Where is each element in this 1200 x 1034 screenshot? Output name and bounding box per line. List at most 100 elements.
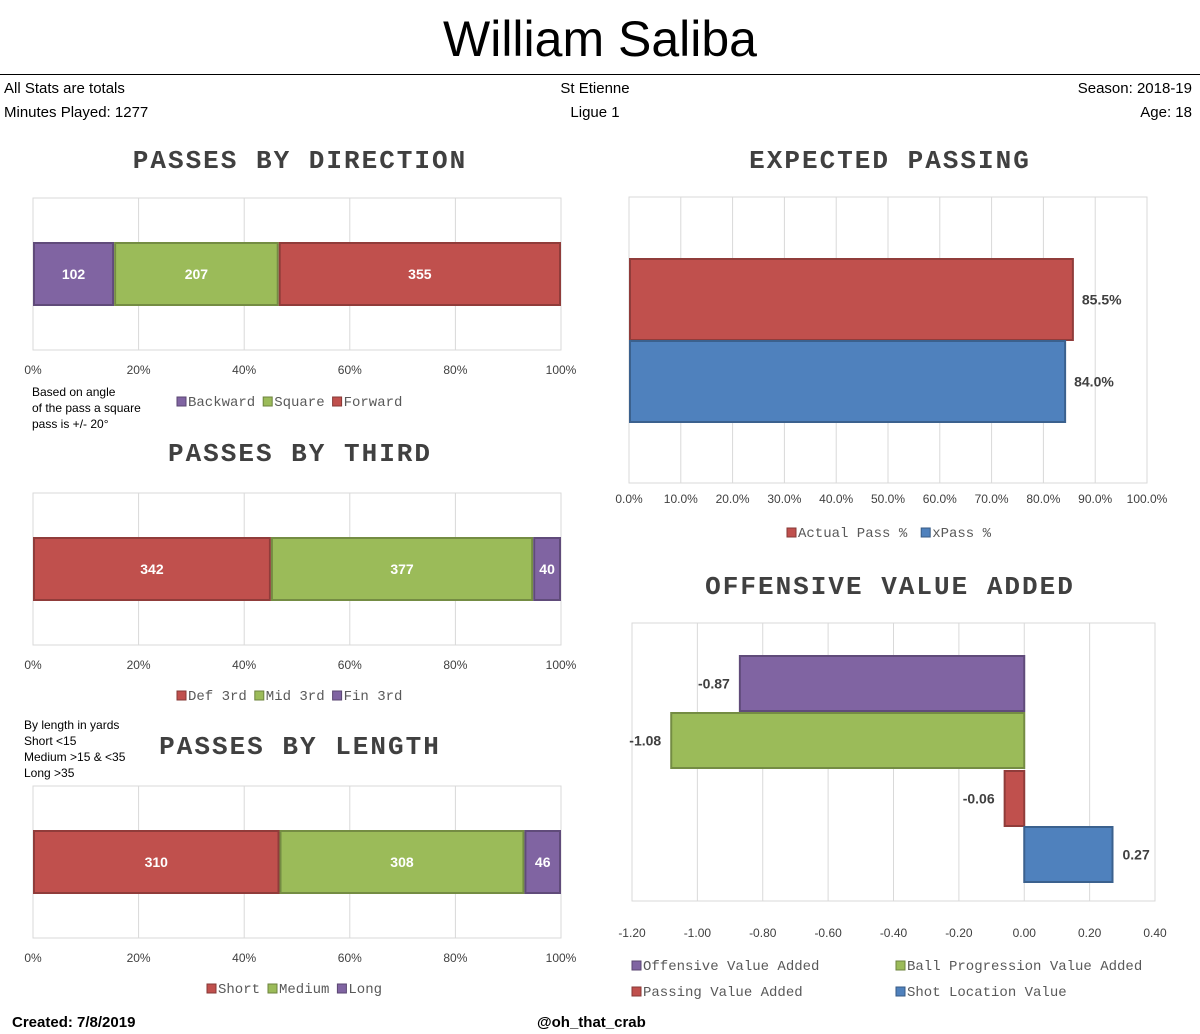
legend-label: Medium [279,982,329,998]
data-label: 310 [145,854,169,870]
bar-long [524,830,562,894]
author-handle: @oh_that_crab [537,1014,646,1031]
data-label: 85.5% [1082,292,1122,308]
length-chart-title: PASSES BY LENGTH [159,732,441,762]
direction-chart-title: PASSES BY DIRECTION [132,146,468,176]
legend-swatch [631,960,642,971]
tick-label: -1.20 [618,926,646,940]
created-date: Created: 7/8/2019 [12,1014,136,1031]
direction-note-line: pass is +/- 20° [32,417,109,431]
legend-swatch [920,527,931,538]
ova-chart-title: OFFENSIVE VALUE ADDED [705,572,1075,602]
direction-note: Based on angle of the pass a square pass… [32,384,141,432]
data-label: 46 [535,854,551,870]
tick-label: 60.0% [923,492,957,506]
legend-label: Actual Pass % [798,526,908,542]
legend-swatch [176,690,187,701]
legend-label: Def 3rd [188,689,247,705]
legend-swatch [332,396,343,407]
tick-label: 40% [232,951,256,965]
tick-label: -0.20 [945,926,973,940]
data-label: 377 [390,561,414,577]
ova-chart: -1.20 -1.00 -0.80 -0.60 -0.40 -0.20 0.00 0.20 0.… [618,622,1167,1001]
minutes-played: Minutes Played: 1277 [4,104,149,121]
legend-label: Forward [344,395,403,411]
bar-square [114,242,279,306]
team-name: St Etienne [560,80,630,97]
legend-label: Fin 3rd [344,689,403,705]
bar-forward [278,242,561,306]
length-note-line: Medium >15 & <35 [24,750,126,764]
tick-label: -1.00 [684,926,712,940]
bar-passing-value-added [1003,770,1026,827]
tick-label: 80.0% [1026,492,1060,506]
tick-label: 60% [338,658,362,672]
tick-label: 0.0% [615,492,643,506]
legend-label: Passing Value Added [643,985,803,1001]
tick-label: 40% [232,658,256,672]
expected-chart-title: EXPECTED PASSING [749,146,1031,176]
header-divider [0,74,1200,75]
data-label: -0.06 [963,791,995,807]
tick-label: 10.0% [664,492,698,506]
tick-label: 50.0% [871,492,905,506]
bar-def-3rd [33,537,271,601]
tick-label: -0.80 [749,926,777,940]
tick-label: 0.40 [1143,926,1167,940]
legend-label: Backward [188,395,255,411]
bar-shot-location-value [1023,826,1114,883]
bar-mid-3rd [270,537,534,601]
league-name: Ligue 1 [570,104,620,121]
data-label: 355 [408,266,432,282]
bar-medium [279,830,525,894]
data-label: 308 [390,854,414,870]
legend-label: Long [348,982,382,998]
season: Season: 2018-19 [1077,80,1192,97]
expected-chart: 0.0% 10.0% 20.0% 30.0% 40.0% 50.0% 60.0% 70.0% 8… [615,196,1168,542]
tick-label: 20.0% [716,492,750,506]
data-label: -1.08 [629,733,661,749]
bar-backward [33,242,115,306]
bar-ball-progression-value-added [670,712,1026,769]
tick-label: 20% [127,658,151,672]
legend-swatch [332,690,343,701]
totals-note: All Stats are totals [4,80,125,97]
tick-label: 60% [338,363,362,377]
tick-label: -0.60 [814,926,842,940]
page-title: William Saliba [443,11,757,67]
bar-xpass- [629,340,1067,423]
bar-actual-pass- [629,258,1074,341]
tick-label: 70.0% [975,492,1009,506]
tick-label: 40% [232,363,256,377]
tick-label: 0% [24,363,42,377]
data-label: -0.87 [698,676,730,692]
legend-label: Ball Progression Value Added [907,959,1142,975]
tick-label: 100.0% [1127,492,1168,506]
tick-label: 80% [443,951,467,965]
length-note: By length in yards Short <15 Medium >15 … [24,717,125,781]
length-chart: 0% 20% 40% 60% 80% 100% 310 308 46 Short Medium Lon… [24,785,577,998]
data-label: 40 [539,561,555,577]
data-label: 342 [140,561,164,577]
legend-swatch [895,960,906,971]
bar-offensive-value-added [738,655,1026,712]
data-label: 102 [62,266,86,282]
legend-swatch [176,396,187,407]
tick-label: -0.40 [880,926,908,940]
length-note-line: Short <15 [24,734,77,748]
direction-note-line: of the pass a square [32,401,141,415]
tick-label: 100% [546,363,577,377]
legend-swatch [262,396,273,407]
tick-label: 20% [127,951,151,965]
legend-swatch [786,527,797,538]
legend-label: Square [274,395,324,411]
tick-label: 0% [24,951,42,965]
tick-label: 100% [546,658,577,672]
legend-label: Mid 3rd [266,689,325,705]
legend-swatch [336,983,347,994]
age: Age: 18 [1140,104,1192,121]
direction-chart: 0% 20% 40% 60% 80% 100% 102 207 355 Backward Squar… [24,197,577,411]
legend-swatch [254,690,265,701]
tick-label: 80% [443,658,467,672]
legend-swatch [267,983,278,994]
